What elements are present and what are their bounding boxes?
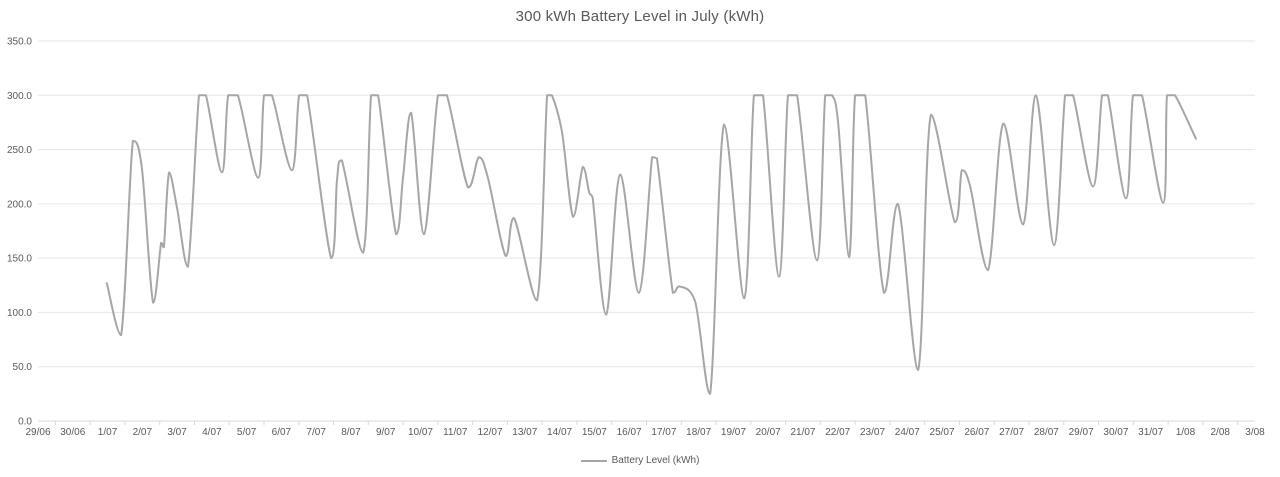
legend-line-swatch [580,459,607,462]
x-tick-label: 12/07 [478,427,503,438]
x-tick-label: 13/07 [512,427,537,438]
x-tick-label: 10/07 [408,427,433,438]
x-tick-label: 3/07 [167,427,187,438]
x-tick-label: 2/08 [1210,427,1230,438]
x-tick-label: 15/07 [582,427,607,438]
y-tick-label: 100.0 [7,308,32,319]
x-tick-label: 18/07 [686,427,711,438]
series-battery-level-line [105,94,1197,395]
x-tick-label: 31/07 [1138,427,1163,438]
x-tick-label: 7/07 [306,427,326,438]
legend-label: Battery Level (kWh) [611,455,700,466]
y-tick-label: 200.0 [7,199,32,210]
x-tick-label: 30/06 [60,427,85,438]
x-tick-label: 16/07 [617,427,642,438]
x-tick-label: 9/07 [376,427,396,438]
x-tick-label: 6/07 [272,427,292,438]
x-tick-label: 22/07 [825,427,850,438]
legend: Battery Level (kWh) [0,455,1280,466]
x-tick-label: 30/07 [1103,427,1128,438]
x-tick-label: 1/07 [98,427,118,438]
x-tick-label: 25/07 [930,427,955,438]
x-tick-label: 2/07 [133,427,153,438]
x-tick-label: 5/07 [237,427,257,438]
x-tick-label: 20/07 [756,427,781,438]
x-tick-label: 4/07 [202,427,222,438]
y-tick-label: 150.0 [7,254,32,265]
x-tick-label: 14/07 [547,427,572,438]
x-tick-label: 17/07 [651,427,676,438]
x-tick-label: 19/07 [721,427,746,438]
x-tick-label: 1/08 [1176,427,1196,438]
x-tick-label: 8/07 [341,427,361,438]
x-tick-label: 26/07 [964,427,989,438]
x-tick-label: 29/06 [25,427,50,438]
x-tick-label: 21/07 [790,427,815,438]
x-tick-label: 29/07 [1069,427,1094,438]
y-tick-label: 0.0 [18,417,32,428]
y-tick-label: 350.0 [7,37,32,48]
chart-title: 300 kWh Battery Level in July (kWh) [515,8,765,25]
x-tick-label: 28/07 [1034,427,1059,438]
x-tick-label: 3/08 [1245,427,1265,438]
y-tick-label: 300.0 [7,91,32,102]
x-tick-label: 24/07 [895,427,920,438]
y-tick-label: 250.0 [7,145,32,156]
x-tick-label: 23/07 [860,427,885,438]
x-tick-label: 27/07 [999,427,1024,438]
y-tick-label: 50.0 [13,362,33,373]
x-tick-label: 11/07 [443,427,468,438]
